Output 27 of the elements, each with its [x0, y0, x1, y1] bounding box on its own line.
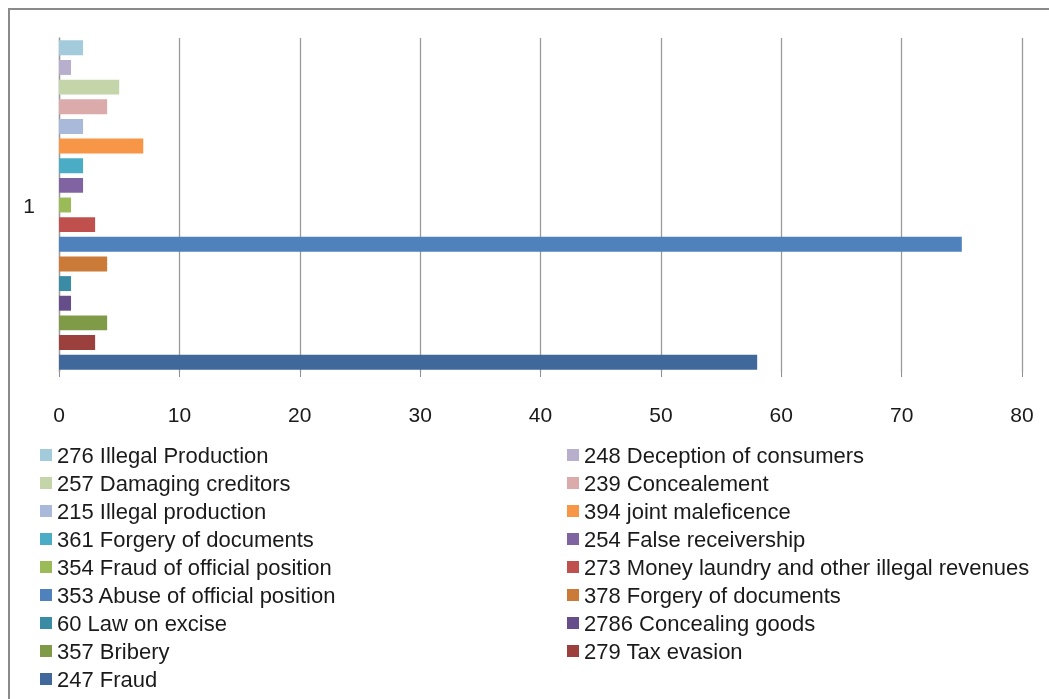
x-tick-label: 40 [528, 403, 553, 426]
legend-label: 273 Money laundry and other illegal revenues [584, 554, 1030, 580]
legend-label: 248 Deception of consumers [584, 442, 865, 468]
legend-label: 361 Forgery of documents [57, 526, 314, 552]
x-tick-label: 0 [53, 403, 65, 426]
legend-label: 239 Concealement [584, 470, 769, 496]
legend-label: 357 Bribery [57, 638, 170, 664]
x-tick-label: 60 [769, 403, 793, 426]
legend-label: 60 Law on excise [57, 610, 227, 636]
x-tick-label: 50 [649, 403, 673, 426]
x-tick-label: 80 [1010, 403, 1034, 426]
legend-label: 353 Abuse of official position [57, 582, 336, 608]
legend-label: 215 Illegal production [57, 498, 267, 524]
legend-label: 276 Illegal Production [57, 442, 269, 468]
legend-label: 257 Damaging creditors [57, 470, 291, 496]
legend-label: 354 Fraud of official position [57, 554, 332, 580]
legend-label: 2786 Concealing goods [584, 610, 816, 636]
legend-label: 378 Forgery of documents [584, 582, 841, 608]
legend-label: 254 False receivership [584, 526, 806, 552]
legend-label: 279 Tax evasion [584, 638, 743, 664]
x-tick-label: 10 [167, 403, 192, 426]
legend-label: 394 joint maleficence [584, 498, 791, 524]
x-tick-label: 30 [408, 403, 432, 426]
x-tick-label: 20 [288, 403, 312, 426]
y-tick-label: 1 [23, 193, 35, 217]
x-tick-label: 70 [889, 403, 914, 426]
legend-label: 247 Fraud [57, 666, 158, 692]
